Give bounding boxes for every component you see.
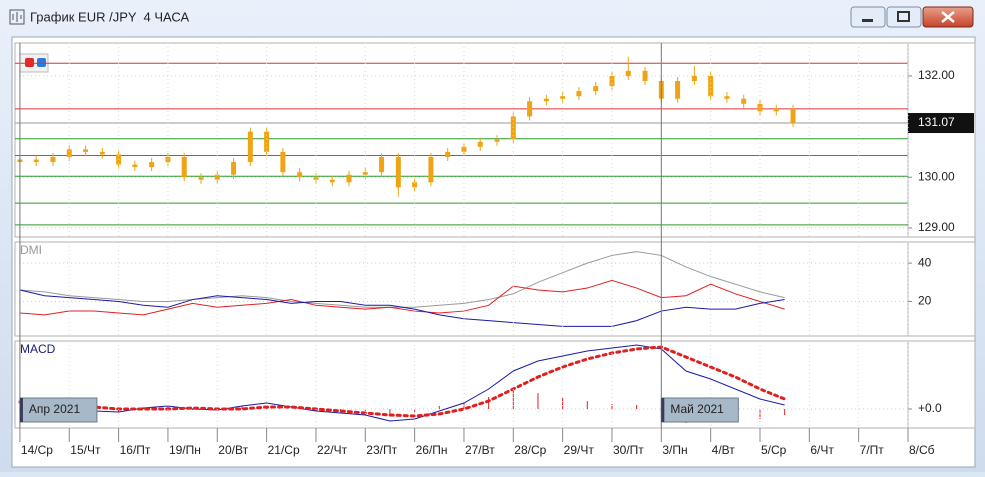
- candle-body: [33, 159, 39, 163]
- candle-body: [83, 149, 89, 152]
- candle-body: [625, 70, 631, 76]
- x-tick-label: 29/Чт: [564, 443, 595, 457]
- candle-body: [181, 156, 187, 178]
- candle-body: [790, 108, 796, 124]
- candle-body: [428, 156, 434, 183]
- candle-body: [214, 174, 220, 180]
- maximize-button[interactable]: [886, 6, 922, 28]
- close-button[interactable]: [922, 6, 974, 28]
- last-price-label: 131.07: [918, 115, 955, 129]
- candle-body: [576, 91, 582, 97]
- candle-body: [642, 70, 648, 81]
- candle-body: [264, 131, 270, 152]
- y-tick-label: 129.00: [918, 220, 955, 234]
- candle-body: [149, 162, 155, 168]
- candle-body: [379, 156, 385, 173]
- x-tick-label: 5/Ср: [761, 443, 787, 457]
- candle-body: [66, 149, 72, 157]
- panel-title: MACD: [20, 342, 56, 356]
- candle-body: [99, 151, 105, 155]
- candle-body: [477, 141, 483, 147]
- app-icon: [9, 9, 25, 25]
- x-tick-label: 8/Сб: [909, 443, 935, 457]
- candle-body: [527, 101, 533, 117]
- candle-body: [198, 177, 204, 180]
- x-tick-label: 4/Вт: [712, 443, 736, 457]
- candle-body: [609, 75, 615, 87]
- x-tick-label: 21/Ср: [268, 443, 300, 457]
- x-tick-label: 3/Пн: [662, 443, 687, 457]
- series-line: [18, 345, 787, 418]
- candle-body: [461, 146, 467, 152]
- candle-body: [362, 172, 368, 175]
- window-title: График EUR /JPY 4 ЧАСА: [30, 9, 190, 24]
- candle-body: [593, 86, 599, 92]
- x-tick-label: 23/Пт: [366, 443, 397, 457]
- candle-body: [346, 174, 352, 183]
- candle-body: [724, 96, 730, 99]
- candle-body: [231, 162, 237, 175]
- x-tick-label: 19/Пн: [169, 443, 201, 457]
- panel-title: DMI: [20, 243, 42, 257]
- x-tick-label: 26/Пн: [416, 443, 448, 457]
- x-tick-label: 28/Ср: [514, 443, 546, 457]
- panel-frame: [14, 340, 976, 429]
- x-tick-label: 7/Пт: [860, 443, 885, 457]
- period-label-marker: [19, 398, 23, 422]
- x-tick-label: 16/Пт: [120, 443, 151, 457]
- y-tick-label: 130.00: [918, 169, 955, 183]
- series-line: [19, 279, 785, 316]
- panel-frame: [14, 241, 976, 337]
- period-label: Апр 2021: [29, 402, 81, 416]
- candle-body: [445, 151, 451, 157]
- period-label: Май 2021: [670, 402, 724, 416]
- candle-body: [132, 164, 138, 168]
- x-tick-label: 20/Вт: [218, 443, 248, 457]
- candle-body: [773, 108, 779, 112]
- candle-body: [708, 75, 714, 97]
- candle-body: [280, 151, 286, 173]
- candle-body: [412, 182, 418, 188]
- candle-body: [50, 156, 56, 163]
- y-tick-label: +0.0: [918, 401, 942, 415]
- period-label-marker: [661, 398, 665, 422]
- candle-body: [741, 98, 747, 104]
- x-tick-label: 27/Вт: [465, 443, 495, 457]
- candle-body: [543, 98, 549, 102]
- x-tick-label: 14/Ср: [21, 443, 53, 457]
- x-tick-label: 6/Чт: [810, 443, 834, 457]
- chart-area: [11, 36, 976, 468]
- y-tick-label: 20: [918, 294, 932, 308]
- candle-body: [675, 80, 681, 99]
- candle-body: [494, 139, 500, 142]
- period-label-box: [660, 397, 739, 423]
- x-tick-label: 15/Чт: [70, 443, 101, 457]
- panel-frame: [14, 42, 976, 238]
- candle-body: [691, 75, 697, 81]
- candle-body: [329, 179, 335, 183]
- y-tick-label: 40: [918, 255, 932, 269]
- x-tick-label: 30/Пт: [613, 443, 644, 457]
- candle-body: [560, 96, 566, 99]
- series-line: [19, 289, 785, 327]
- candle-body: [297, 172, 303, 178]
- x-tick-label: 22/Чт: [317, 443, 348, 457]
- y-tick-label: 132.00: [918, 68, 955, 82]
- candle-body: [247, 131, 253, 163]
- minimize-button[interactable]: [850, 6, 886, 28]
- last-price-box: [908, 113, 974, 134]
- candle-body: [395, 156, 401, 188]
- candle-body: [313, 177, 319, 180]
